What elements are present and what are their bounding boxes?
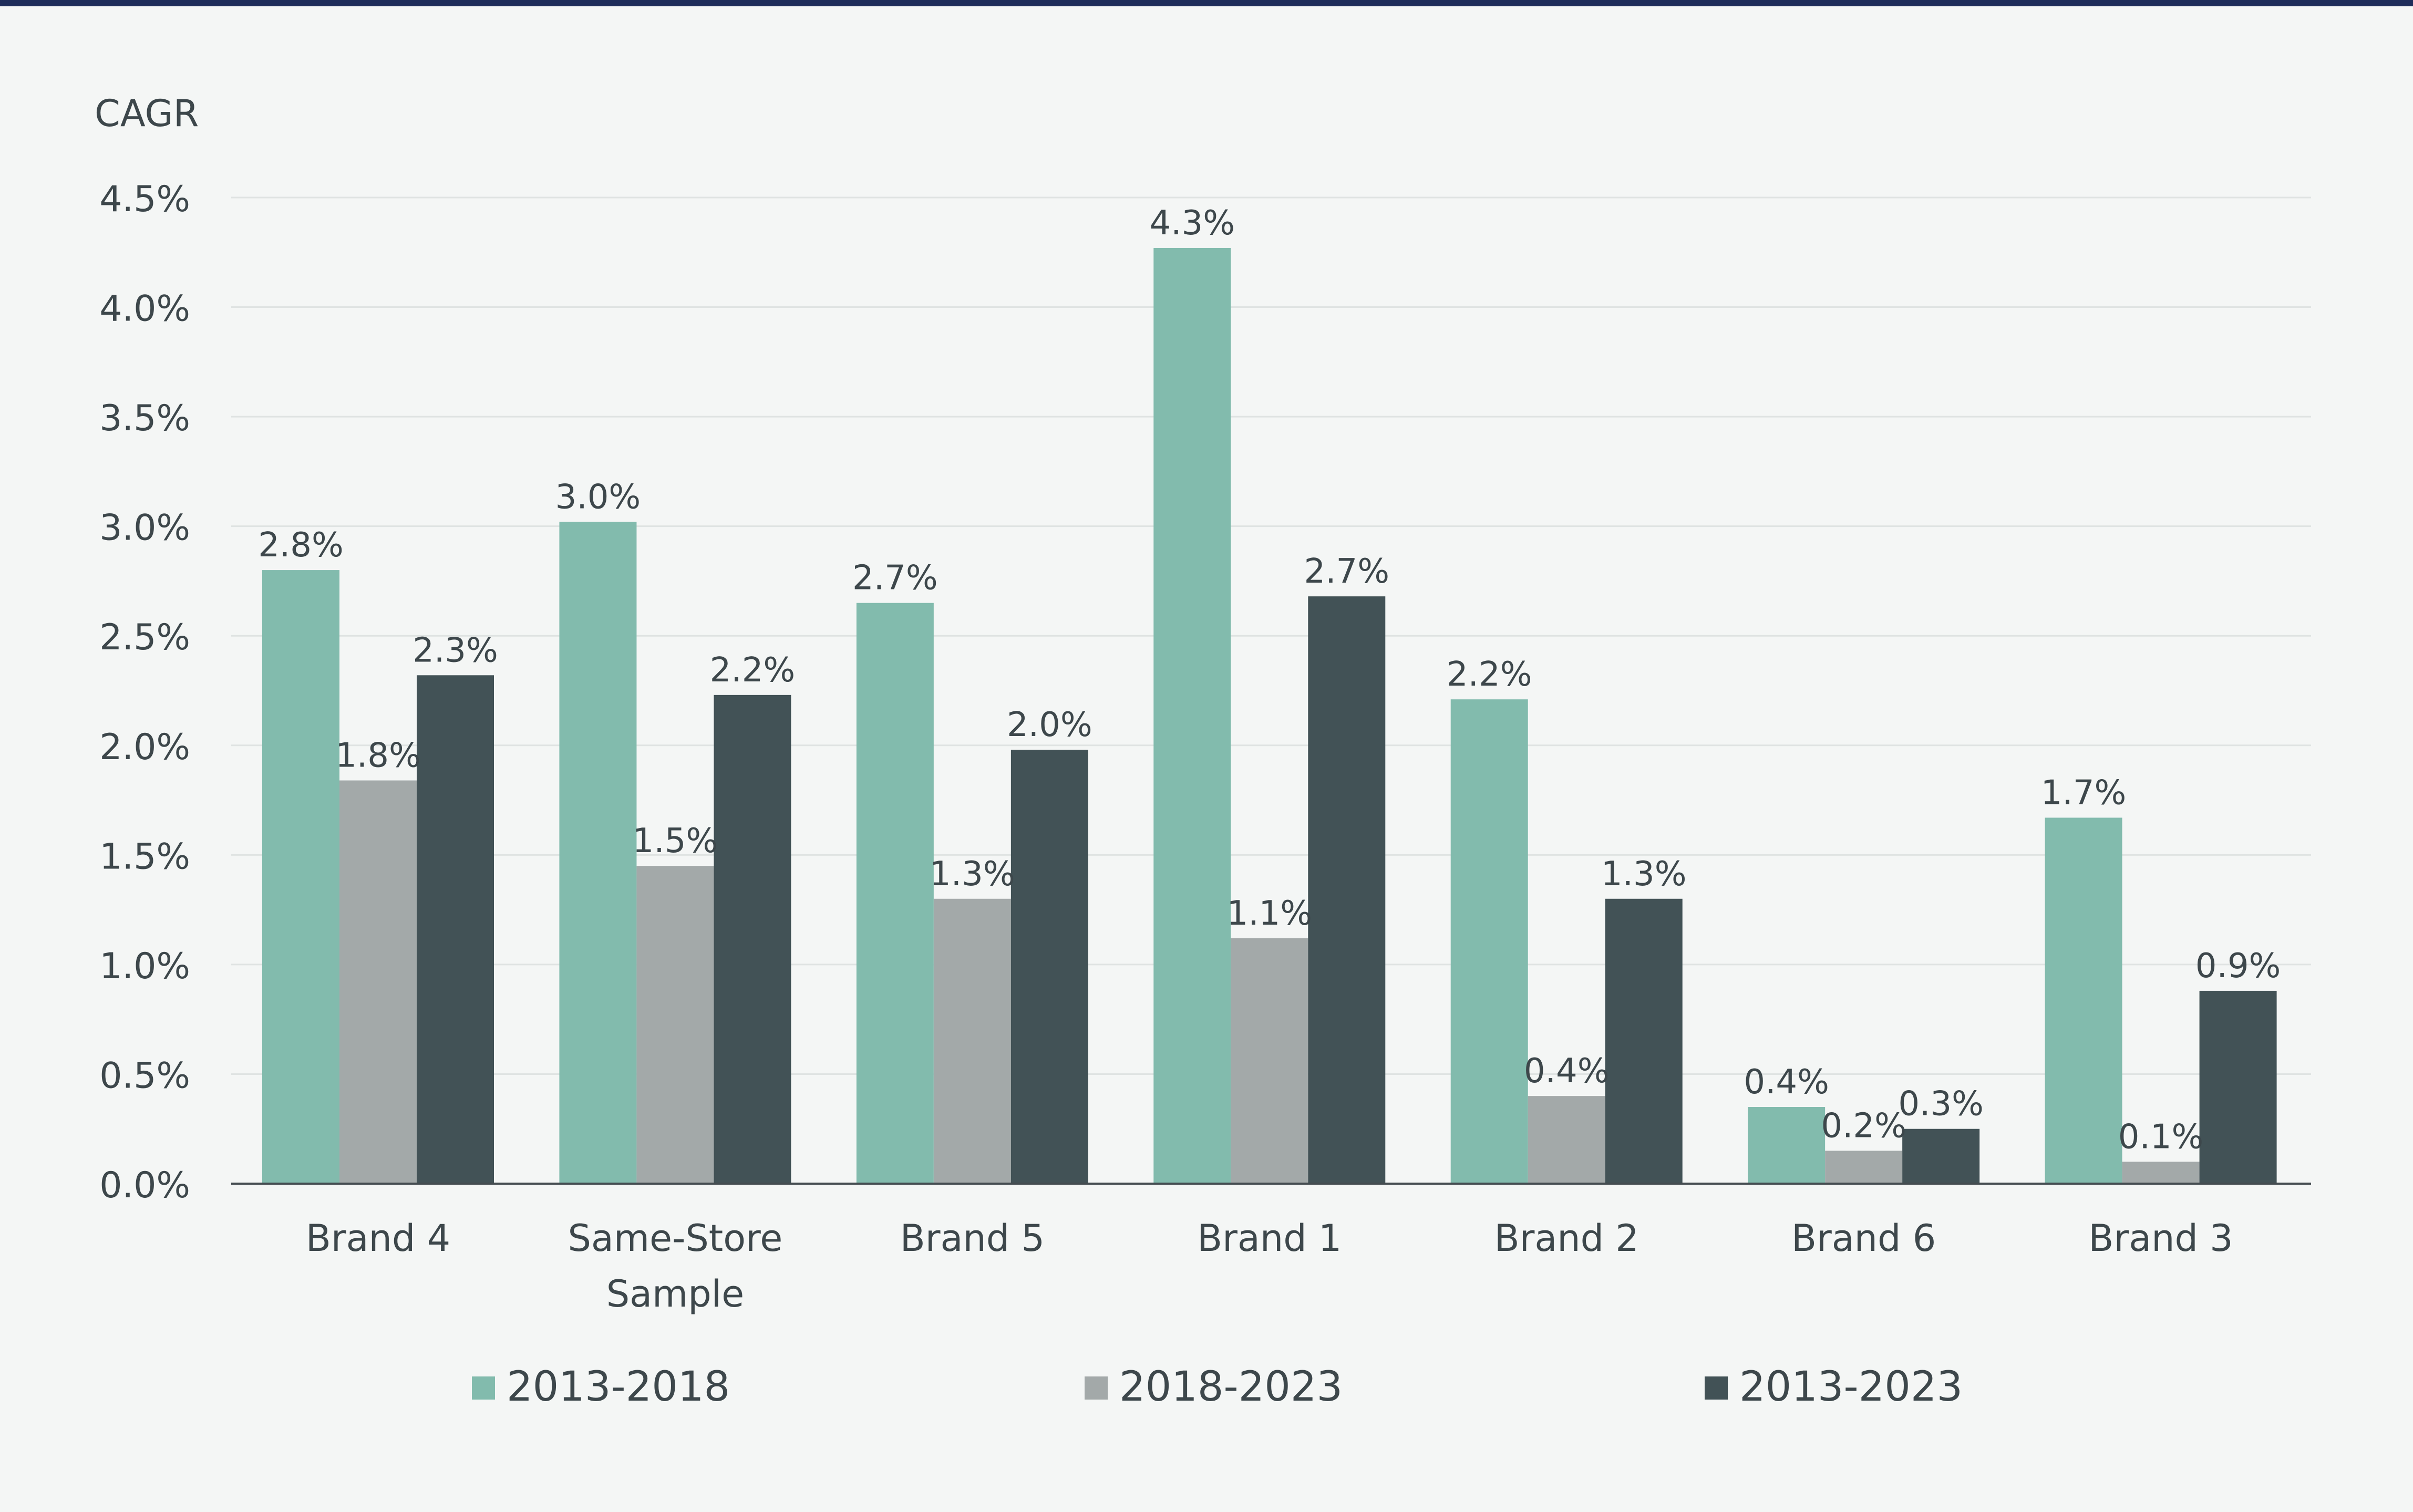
- bar: [933, 898, 1011, 1184]
- y-tick-label: 1.5%: [99, 836, 190, 877]
- legend-swatch: [472, 1376, 495, 1400]
- legend-label: 2013-2018: [507, 1363, 730, 1411]
- legend-label: 2013-2023: [1739, 1363, 1963, 1411]
- category-label: Brand 5: [900, 1217, 1045, 1260]
- data-label: 2.7%: [1304, 552, 1389, 591]
- bar: [1153, 247, 1231, 1184]
- y-tick-label: 4.5%: [99, 179, 190, 220]
- data-label: 2.8%: [258, 526, 344, 565]
- data-label: 1.3%: [1601, 855, 1687, 894]
- y-tick-label: 2.5%: [99, 617, 190, 658]
- y-tick-labels: 0.0% 0.5% 1.0% 1.5% 2.0% 2.5% 3.0% 3.5% 4.0% 4.5%: [99, 179, 190, 1206]
- bar: [1825, 1151, 1903, 1184]
- category-label: Brand 2: [1494, 1217, 1639, 1260]
- legend-item: 2013-2023: [1705, 1363, 1963, 1411]
- bar: [1528, 1096, 1605, 1184]
- data-label: 4.3%: [1149, 204, 1235, 243]
- y-tick-label: 1.0%: [99, 946, 190, 987]
- bar: [1231, 938, 1308, 1184]
- data-label: 0.4%: [1524, 1052, 1610, 1091]
- bar: [1902, 1128, 1980, 1184]
- bar: [1605, 898, 1683, 1184]
- bar: [636, 866, 714, 1184]
- legend-item: 2018-2023: [1085, 1363, 1343, 1411]
- category-label: Brand 4: [306, 1217, 450, 1260]
- y-tick-label: 4.0%: [99, 288, 190, 330]
- bar: [2045, 817, 2122, 1184]
- data-label: 2.0%: [1007, 706, 1092, 744]
- bar: [1010, 750, 1088, 1184]
- data-label: 0.9%: [2195, 947, 2281, 986]
- y-tick-label: 3.0%: [99, 508, 190, 549]
- legend-item: 2013-2018: [472, 1363, 730, 1411]
- bar: [1450, 699, 1528, 1184]
- bar: [339, 780, 417, 1184]
- data-label: 1.1%: [1226, 894, 1312, 933]
- data-label: 0.4%: [1744, 1063, 1829, 1102]
- category-label: Same-Store: [568, 1217, 782, 1260]
- bar: [559, 522, 637, 1184]
- legend-swatch: [1705, 1376, 1728, 1400]
- legend-swatch: [1085, 1376, 1108, 1400]
- category-label: Brand 1: [1197, 1217, 1342, 1260]
- top-rule: [0, 0, 2413, 6]
- data-label: 1.5%: [633, 822, 718, 861]
- bar: [1308, 596, 1386, 1184]
- data-label: 1.3%: [930, 855, 1015, 894]
- bar: [1748, 1107, 1826, 1184]
- bar: [2122, 1162, 2200, 1184]
- bar: [714, 695, 791, 1184]
- data-label: 0.3%: [1898, 1085, 1984, 1124]
- category-label: Brand 3: [2088, 1217, 2233, 1260]
- data-label: 2.3%: [413, 631, 498, 670]
- y-tick-label: 3.5%: [99, 398, 190, 439]
- y-tick-label: 0.0%: [99, 1165, 190, 1206]
- bar: [2199, 990, 2277, 1184]
- y-tick-label: 0.5%: [99, 1055, 190, 1096]
- category-label: Brand 6: [1791, 1217, 1936, 1260]
- data-label: 2.2%: [1447, 655, 1532, 694]
- data-label: 1.7%: [2041, 773, 2127, 812]
- bars: [262, 247, 2277, 1184]
- data-label: 2.7%: [852, 559, 938, 598]
- data-label: 0.1%: [2118, 1117, 2204, 1156]
- bar: [262, 570, 339, 1184]
- data-label: 3.0%: [555, 478, 641, 516]
- legend-label: 2018-2023: [1119, 1363, 1343, 1411]
- category-label: Sample: [606, 1272, 744, 1316]
- y-tick-label: 2.0%: [99, 727, 190, 768]
- bar: [856, 603, 934, 1184]
- y-axis-title: CAGR: [95, 92, 199, 135]
- category-labels: Brand 4 Same-Store Sample Brand 5 Brand 1 Bra…: [306, 1217, 2233, 1316]
- data-labels: 2.8% 1.8% 2.3% 3.0% 1.5% 2.2% 2.7% 1.3% 2.0% 4.3%…: [258, 204, 2281, 1156]
- legend: 2013-2018 2018-2023 2013-2023: [472, 1363, 1963, 1411]
- data-label: 2.2%: [710, 651, 796, 690]
- data-label: 0.2%: [1821, 1106, 1906, 1145]
- data-label: 1.8%: [335, 737, 421, 775]
- bar: [417, 675, 494, 1184]
